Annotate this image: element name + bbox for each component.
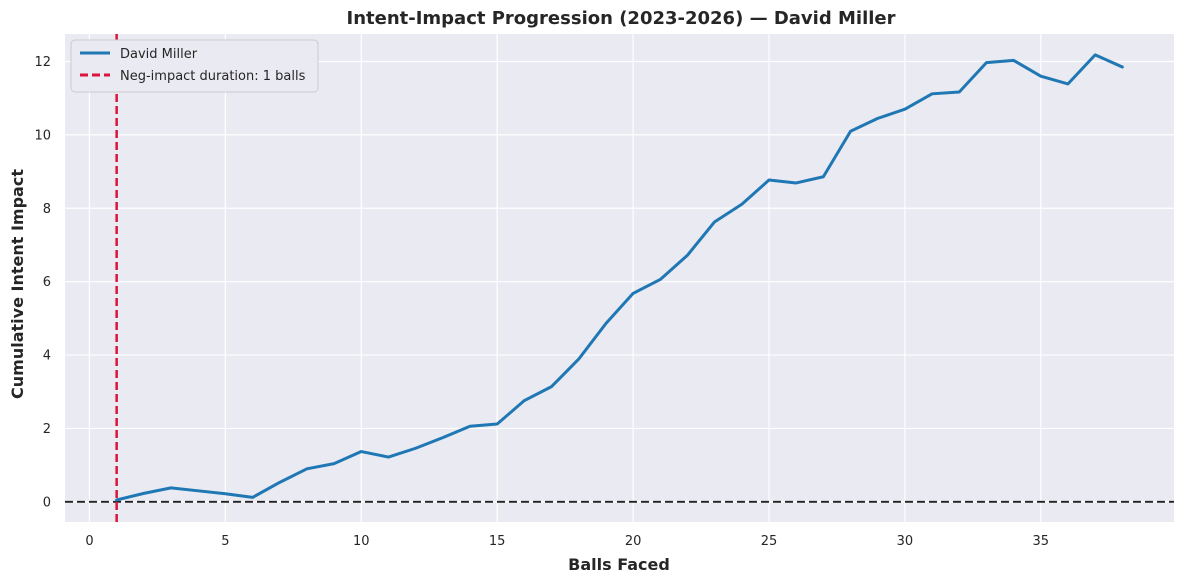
y-tick-label: 12 (34, 55, 51, 70)
series-line (115, 53, 1124, 502)
y-tick-label: 4 (43, 349, 51, 364)
x-tick-label: 25 (761, 534, 778, 549)
series-group (115, 53, 1124, 502)
x-tick-label: 15 (489, 534, 506, 549)
x-tick-label: 20 (625, 534, 642, 549)
chart-title: Intent-Impact Progression (2023-2026) — … (347, 8, 896, 29)
x-tick-label: 30 (897, 534, 914, 549)
legend-label-neg-impact: Neg-impact duration: 1 balls (120, 69, 306, 84)
x-tick-label: 0 (85, 534, 93, 549)
y-tick-label: 2 (43, 422, 51, 437)
y-axis-ticks: 0 2 4 6 8 10 12 (34, 55, 51, 510)
y-tick-label: 8 (43, 202, 51, 217)
x-tick-label: 5 (221, 534, 229, 549)
legend-label-series: David Miller (120, 47, 198, 62)
legend-box (70, 39, 319, 93)
x-tick-label: 10 (353, 534, 370, 549)
y-axis-label: Cumulative Intent Impact (8, 169, 27, 399)
y-tick-label: 6 (43, 275, 51, 290)
x-axis-ticks: 0 5 10 15 20 25 30 35 (85, 534, 1049, 549)
legend: David Miller Neg-impact duration: 1 ball… (70, 39, 319, 93)
y-tick-label: 10 (34, 128, 51, 143)
reference-lines (65, 34, 1174, 522)
x-tick-label: 35 (1033, 534, 1050, 549)
grid (65, 34, 1174, 522)
y-tick-label: 0 (43, 495, 51, 510)
x-axis-label: Balls Faced (568, 555, 670, 574)
plot-area (65, 34, 1174, 522)
